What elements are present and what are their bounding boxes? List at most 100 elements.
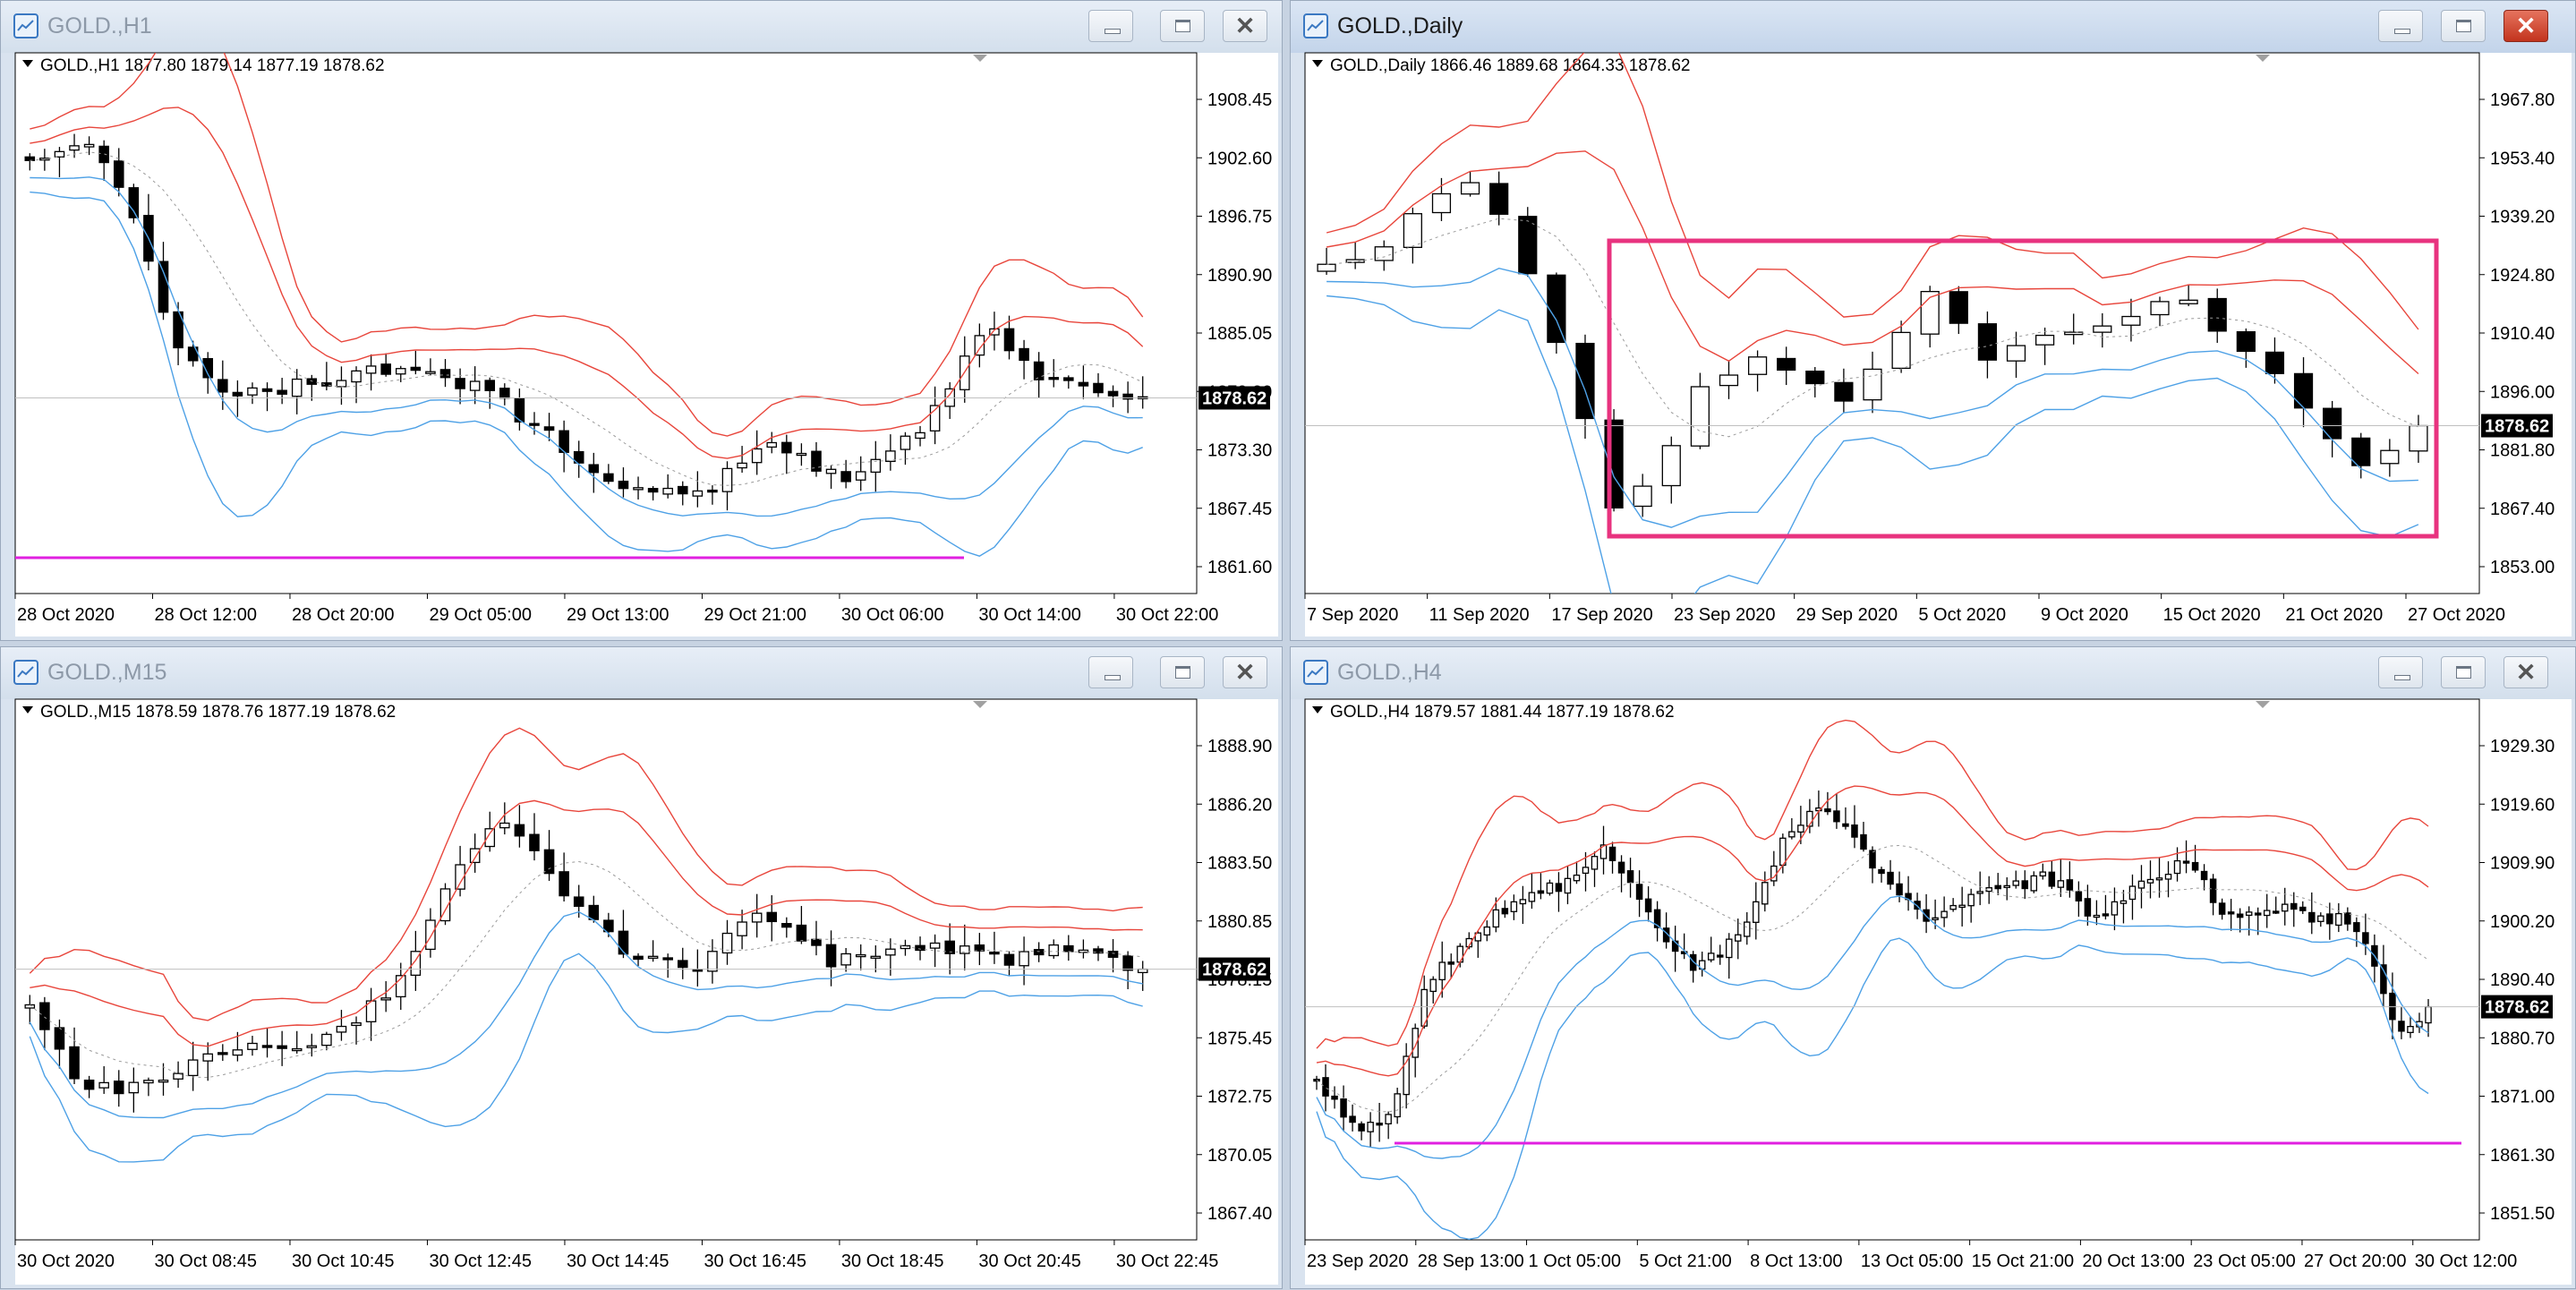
candle-body [291, 1047, 303, 1052]
chart-menu-triangle-icon[interactable] [1312, 706, 1323, 713]
candle-body [1860, 833, 1867, 850]
candle-body [24, 1004, 36, 1009]
chart-shift-icon[interactable] [973, 701, 987, 708]
candle-body [2121, 315, 2141, 326]
candle-body [1033, 361, 1045, 380]
candle-body [1896, 883, 1903, 896]
close-button[interactable]: ✕ [2503, 656, 2548, 688]
range-rectangle[interactable] [1607, 238, 2439, 539]
maximize-button[interactable] [2441, 10, 2486, 42]
time-tick-label: 5 Oct 21:00 [1639, 1252, 1731, 1271]
close-button[interactable]: ✕ [2503, 10, 2548, 42]
time-tick-label: 23 Oct 05:00 [2193, 1252, 2296, 1271]
chart-window-h1[interactable]: GOLD.,H1 ✕ GOLD.,H1 1877.80 1879.14 1877… [0, 0, 1283, 641]
candle-body [751, 448, 763, 464]
chart-shift-icon[interactable] [2256, 701, 2270, 708]
chart-shift-icon[interactable] [973, 55, 987, 62]
time-tick-label: 27 Oct 2020 [2408, 605, 2505, 625]
candle-body [840, 471, 851, 483]
price-tick-label: 1853.00 [2490, 558, 2555, 577]
close-button[interactable]: ✕ [1223, 656, 1267, 688]
chart-shift-icon[interactable] [2256, 55, 2270, 62]
chart-window-daily[interactable]: GOLD.,Daily ✕ GOLD.,Daily 1866.46 1889.6… [1290, 0, 2576, 641]
candle-body [2209, 878, 2217, 903]
window-titlebar[interactable]: GOLD.,H4 ✕ [1291, 647, 2575, 699]
candle-body [1322, 1077, 1329, 1097]
candle-body [781, 441, 792, 454]
minimize-button[interactable] [2378, 10, 2423, 42]
chart-window-icon [1303, 13, 1328, 38]
candle-body [959, 945, 970, 954]
candle-body [2137, 880, 2145, 889]
candle-body [1716, 954, 1724, 958]
candle-body [439, 888, 451, 922]
candle-body [721, 467, 733, 492]
candle-body [2299, 906, 2307, 911]
candle-body [1690, 386, 1710, 447]
candle-body [707, 951, 718, 972]
lower-band-inner-line [30, 176, 1143, 517]
candle-body [796, 924, 807, 942]
time-tick-label: 28 Oct 12:00 [154, 605, 257, 625]
candle-body [811, 938, 822, 946]
candle-body [261, 388, 273, 392]
candle-body [2218, 902, 2226, 915]
chart-menu-triangle-icon[interactable] [1312, 60, 1323, 67]
candle-body [1591, 856, 1599, 870]
candle-body [1345, 259, 1365, 263]
chart-window-h4[interactable]: GOLD.,H4 ✕ GOLD.,H4 1879.57 1881.44 1877… [1290, 646, 2576, 1289]
price-tick-label: 1919.60 [2490, 795, 2555, 815]
candle-body [247, 387, 258, 396]
price-tick-label: 1953.40 [2490, 149, 2555, 168]
candle-body [2272, 910, 2280, 914]
candle-body [1340, 1098, 1347, 1118]
minimize-button[interactable] [2378, 656, 2423, 688]
price-tick-label: 1890.40 [2490, 970, 2555, 990]
candle-body [98, 145, 109, 164]
chart-area[interactable]: GOLD.,Daily 1866.46 1889.68 1864.33 1878… [1291, 1, 2576, 642]
candle-body [1033, 949, 1045, 956]
upper-band-outer-line [30, 53, 1144, 437]
candle-body [261, 1045, 273, 1048]
chart-menu-triangle-icon[interactable] [22, 60, 33, 67]
candle-body [2290, 902, 2298, 910]
chart-menu-triangle-icon[interactable] [22, 706, 33, 713]
chart-area[interactable]: GOLD.,H1 1877.80 1879.14 1877.19 1878.62… [1, 1, 1284, 642]
candle-body [855, 953, 866, 958]
chart-header-ohlc: GOLD.,H4 1879.57 1881.44 1877.19 1878.62 [1330, 703, 1675, 722]
maximize-button[interactable] [1160, 10, 1205, 42]
candle-body [2380, 964, 2387, 995]
chart-background [15, 699, 1278, 1285]
candle-body [1932, 917, 1939, 920]
price-tick-label: 1875.45 [1207, 1029, 1272, 1048]
candle-body [484, 380, 496, 391]
time-tick-label: 8 Oct 13:00 [1750, 1252, 1842, 1271]
minimize-button[interactable] [1088, 656, 1133, 688]
chart-window-m15[interactable]: GOLD.,M15 ✕ GOLD.,M15 1878.59 1878.76 18… [0, 646, 1283, 1289]
candle-body [1349, 1115, 1356, 1123]
time-tick-label: 13 Oct 05:00 [1861, 1252, 1964, 1271]
window-title: GOLD.,M15 [47, 660, 167, 685]
candle-body [1797, 824, 1804, 833]
window-titlebar[interactable]: GOLD.,M15 ✕ [1, 647, 1282, 699]
close-button[interactable]: ✕ [1223, 10, 1267, 42]
chart-area[interactable]: GOLD.,H4 1879.57 1881.44 1877.19 1878.62… [1291, 647, 2576, 1290]
price-tick-label: 1900.20 [2490, 912, 2555, 932]
chart-area[interactable]: GOLD.,M15 1878.59 1878.76 1877.19 1878.6… [1, 647, 1284, 1290]
candle-body [218, 1052, 228, 1055]
candle-body [469, 380, 481, 391]
candle-body [83, 1079, 95, 1090]
candle-body [1671, 940, 1679, 953]
window-titlebar[interactable]: GOLD.,Daily ✕ [1291, 1, 2575, 53]
candle-body [2409, 424, 2428, 452]
candle-body [1747, 356, 1768, 375]
window-titlebar[interactable]: GOLD.,H1 ✕ [1, 1, 1282, 53]
candle-body [202, 1053, 214, 1062]
current-price-label: 1878.62 [1202, 961, 1267, 980]
maximize-button[interactable] [2441, 656, 2486, 688]
maximize-button[interactable] [1160, 656, 1205, 688]
minimize-button[interactable] [1088, 10, 1133, 42]
candle-body [1719, 374, 1739, 387]
candle-body [2093, 914, 2101, 918]
candle-body [1518, 216, 1538, 275]
